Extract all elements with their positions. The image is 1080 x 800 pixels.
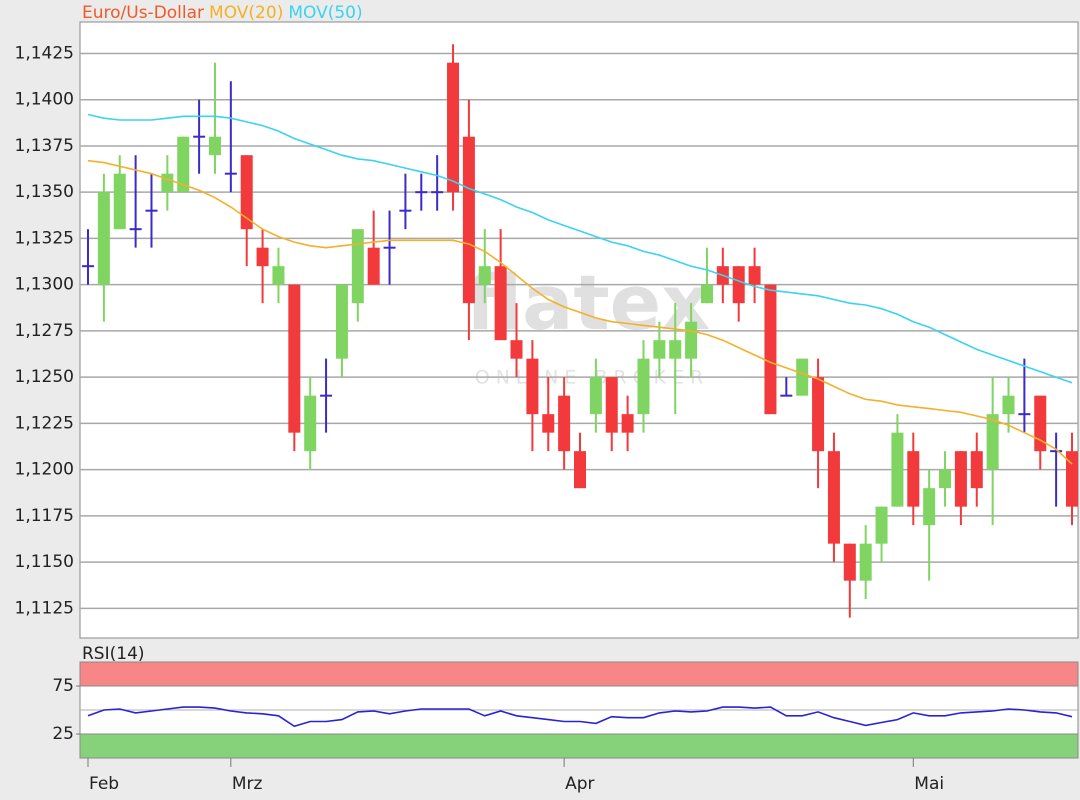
y-tick-label: 75	[52, 676, 74, 696]
candle-body	[605, 377, 618, 433]
candle-body	[161, 173, 174, 193]
candle-body	[748, 266, 761, 285]
legend-entry: MOV(50)	[288, 3, 362, 23]
y-tick-label: 1,1275	[15, 321, 74, 341]
candle-body	[574, 451, 586, 489]
candle-body	[1002, 395, 1015, 415]
candle-body	[208, 136, 221, 156]
candle-body	[954, 451, 967, 507]
candle-body	[732, 266, 745, 304]
y-tick-label: 1,1350	[15, 182, 74, 202]
y-tick-label: 1,1400	[15, 90, 74, 110]
candle-body	[812, 377, 825, 452]
candle-body	[256, 247, 269, 267]
candle-body	[970, 451, 983, 489]
y-tick-label: 1,1250	[15, 367, 74, 387]
y-tick-label: 1,1225	[15, 413, 74, 433]
candle-body	[494, 266, 507, 341]
candle-body	[589, 377, 602, 415]
candle-body	[986, 414, 999, 470]
candle-body	[891, 432, 904, 507]
candle-body	[367, 247, 380, 285]
legend-entry: Euro/Us-Dollar	[82, 3, 204, 23]
candle-body	[526, 358, 539, 415]
x-tick-label: Mai	[914, 774, 944, 794]
y-tick-label: 1,1425	[15, 43, 74, 63]
candle-body	[685, 321, 698, 359]
candle-body	[542, 414, 555, 433]
candle-body	[113, 173, 126, 230]
x-tick-label: Mrz	[232, 774, 263, 794]
y-tick-label: 1,1200	[15, 460, 74, 480]
candle-body	[923, 488, 936, 526]
candle-body	[859, 543, 872, 581]
rsi-line	[87, 706, 1073, 728]
candle-body	[462, 136, 475, 304]
candle-body	[177, 136, 190, 193]
candle-body	[447, 62, 460, 193]
legend-entry: MOV(20)	[209, 3, 283, 23]
candle-body	[827, 451, 840, 544]
candle-body	[335, 284, 348, 359]
candle-body	[637, 358, 650, 415]
rsi-zone	[79, 733, 1079, 759]
candle-body	[907, 451, 920, 507]
candle-body	[97, 192, 110, 285]
y-tick-label: 1,1375	[15, 136, 74, 156]
candle-body	[875, 506, 888, 544]
y-tick-label: 25	[52, 724, 74, 744]
moving-average-line	[87, 159, 1073, 465]
y-tick-label: 1,1150	[15, 552, 74, 572]
candle-body	[796, 358, 809, 396]
candle-body	[843, 543, 856, 581]
y-tick-label: 1,1175	[15, 506, 74, 526]
rsi-label: RSI(14)	[82, 644, 145, 664]
moving-average-line	[87, 113, 1073, 384]
candle-body	[351, 229, 364, 304]
candle-body	[621, 414, 634, 433]
legend: Euro/Us-Dollar MOV(20) MOV(50)	[82, 3, 363, 23]
candle-body	[669, 340, 682, 359]
candle-body	[478, 266, 491, 285]
candle-body	[304, 395, 317, 452]
y-tick-label: 1,1325	[15, 228, 74, 248]
candle-body	[510, 340, 523, 359]
rsi-zone	[79, 661, 1079, 687]
plot: 1,1125 1,1150 1,1175 1,1200 1,1225 1,1250 1,12…	[15, 43, 1079, 794]
y-tick-label: 1,1125	[15, 598, 74, 618]
candle-body	[764, 284, 777, 415]
candle-body	[288, 284, 301, 433]
candle-body	[700, 284, 713, 304]
x-tick-label: Apr	[565, 774, 594, 794]
candle-body	[653, 340, 666, 359]
candle-body	[558, 395, 571, 452]
candle-body	[240, 155, 253, 230]
x-tick-label: Feb	[89, 774, 119, 794]
candle-body	[272, 266, 285, 285]
y-tick-label: 1,1300	[15, 275, 74, 295]
candle-body	[939, 469, 952, 489]
candle-body	[1066, 451, 1078, 507]
candle-body	[1034, 395, 1047, 452]
price-panel	[79, 21, 1079, 639]
